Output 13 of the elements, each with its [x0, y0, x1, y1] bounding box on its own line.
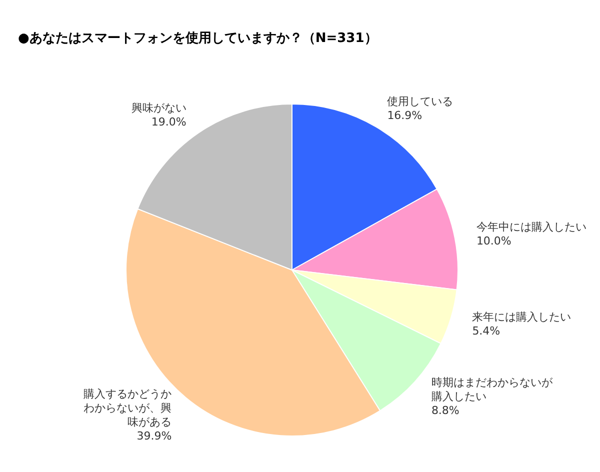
slice-label: 今年中には購入したい	[476, 220, 586, 234]
data-label: 5.4%	[472, 324, 500, 338]
slice-label: 購入するかどうかわからないが、興味がある	[84, 387, 172, 428]
slice-label: 時期はまだわからないが購入したい	[431, 376, 554, 404]
data-label: 39.9%	[136, 429, 172, 442]
data-label: 16.9%	[387, 108, 422, 122]
data-label: 8.8%	[431, 404, 460, 418]
slice-label: 興味がない	[131, 102, 186, 115]
slice-label: 来年には購入したい	[472, 310, 572, 324]
chart-title: ●あなたはスマートフォンを使用していますか？（N=331）	[18, 31, 378, 46]
data-label: 19.0%	[151, 116, 186, 129]
slice-label: 使用している	[387, 94, 454, 108]
data-label: 10.0%	[476, 234, 512, 248]
